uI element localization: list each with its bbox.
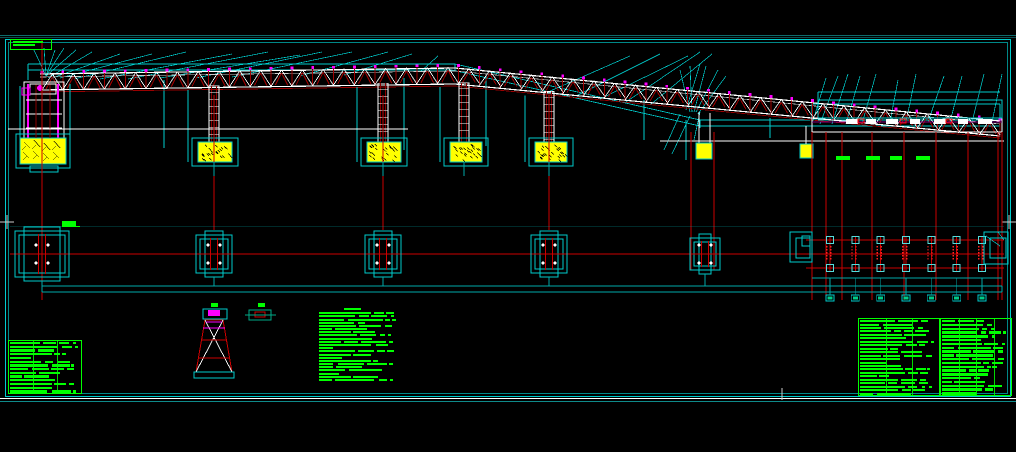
foundation-plan: [10, 226, 1008, 301]
plan-label: [866, 156, 880, 160]
cad-canvas: [0, 0, 1016, 452]
parts-list: [858, 318, 940, 396]
material-schedule: [8, 340, 82, 394]
annotation-leaders: [34, 48, 1002, 154]
plan-label: [916, 156, 930, 160]
general-notes: [318, 308, 400, 384]
plan-note-label: [62, 221, 82, 228]
plan-label: [890, 156, 902, 160]
support-s6: [800, 126, 813, 158]
elevation-dimension-ticks: [214, 162, 549, 176]
support-end-tower: [16, 82, 70, 172]
trestle-detail-drawing: [194, 309, 276, 378]
title-block: [940, 318, 1012, 396]
drawing-tag: [10, 39, 52, 50]
building-foundation-grid: [790, 232, 1008, 301]
detail-label: [211, 303, 218, 307]
plan-label: [836, 156, 850, 160]
supports-elevation: [16, 82, 813, 172]
support-s5: [686, 112, 712, 160]
conveyor-truss: [40, 64, 1001, 138]
detail-label: [258, 303, 265, 307]
grade-line: [8, 129, 1004, 141]
